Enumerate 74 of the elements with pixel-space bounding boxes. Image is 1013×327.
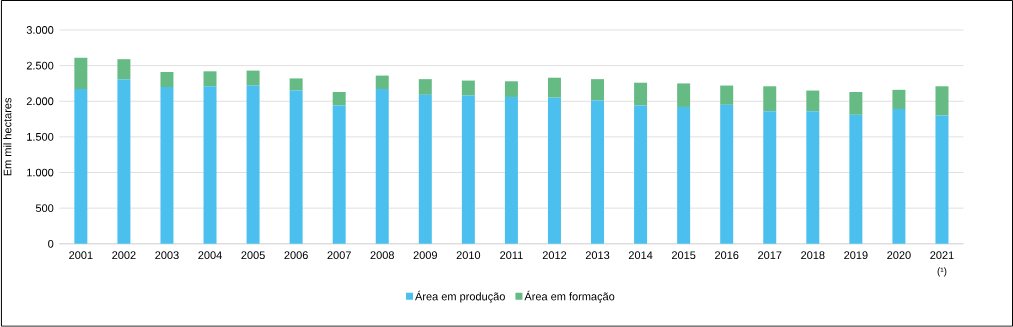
bar <box>418 79 432 95</box>
bar <box>160 87 174 244</box>
bar <box>806 111 820 244</box>
bar <box>289 90 303 244</box>
bar <box>332 105 346 244</box>
x-tick-label: 2001 <box>69 251 93 260</box>
legend-label: Área em formação <box>524 290 615 303</box>
y-tick-label: 2.000 <box>26 97 54 106</box>
bar <box>289 78 303 91</box>
bar <box>720 104 734 244</box>
bar <box>74 57 88 90</box>
bar <box>677 107 691 244</box>
bar <box>375 75 389 90</box>
bar <box>246 85 260 244</box>
bar <box>634 105 648 244</box>
bar <box>591 100 605 244</box>
x-tick-label: 2011 <box>500 251 523 260</box>
bar <box>849 114 863 244</box>
bar <box>160 72 174 88</box>
bar <box>203 86 217 244</box>
bar <box>720 85 734 105</box>
x-tick-label: 2009 <box>413 251 437 260</box>
bar <box>332 92 346 106</box>
x-tick-label: 2014 <box>628 251 653 260</box>
x-tick-label: 2005 <box>241 251 265 260</box>
bar <box>935 115 949 244</box>
bar <box>634 82 648 106</box>
bar <box>892 109 906 244</box>
bar <box>117 59 131 80</box>
bar <box>375 89 389 244</box>
bar <box>763 86 777 112</box>
x-tick-label: 2002 <box>112 251 136 260</box>
y-tick-label: 1.500 <box>27 133 54 141</box>
x-tick-label: 2013 <box>585 251 610 260</box>
bar <box>806 90 820 112</box>
x-tick-label: 2012 <box>542 251 567 260</box>
bar <box>892 89 906 110</box>
y-tick-label: 2.500 <box>26 61 54 70</box>
x-tick-label: 2020 <box>887 251 911 260</box>
y-axis-title: Em mil hectares <box>3 98 12 176</box>
x-tick-label: 2016 <box>715 251 739 260</box>
x-tick-label: 2008 <box>370 251 394 260</box>
bar <box>418 94 432 244</box>
bar <box>935 86 949 116</box>
y-tick-label: 500 <box>35 204 54 213</box>
text: (¹) <box>937 267 947 277</box>
bar <box>591 79 605 101</box>
bar <box>461 80 475 96</box>
bar <box>849 92 863 115</box>
x-tick-label: 2003 <box>155 251 179 260</box>
x-tick-label: 2019 <box>844 251 868 260</box>
x-tick-label: 2004 <box>198 251 222 260</box>
x-tick-label: 2021 <box>930 251 954 260</box>
bar <box>677 83 691 108</box>
bar <box>117 79 131 244</box>
bar <box>547 77 561 98</box>
x-tick-label: 2018 <box>801 251 825 260</box>
bar <box>461 95 475 244</box>
x-tick-label: 2017 <box>758 251 782 260</box>
x-tick-label: 2006 <box>284 251 308 260</box>
x-tick-label: 2010 <box>456 251 481 260</box>
legend-label: Área em produção <box>415 290 505 303</box>
bar <box>504 81 518 98</box>
x-tick-label: 2007 <box>327 251 351 260</box>
y-tick-label: 1.000 <box>27 168 54 177</box>
x-tick-label: 2015 <box>671 251 696 260</box>
bar <box>246 70 260 86</box>
y-tick-label: 0 <box>48 240 54 248</box>
bar <box>203 71 217 87</box>
bar <box>74 89 88 244</box>
y-tick-label: 3.000 <box>26 26 54 34</box>
bar <box>763 111 777 244</box>
bar <box>547 97 561 244</box>
bar <box>504 97 518 244</box>
